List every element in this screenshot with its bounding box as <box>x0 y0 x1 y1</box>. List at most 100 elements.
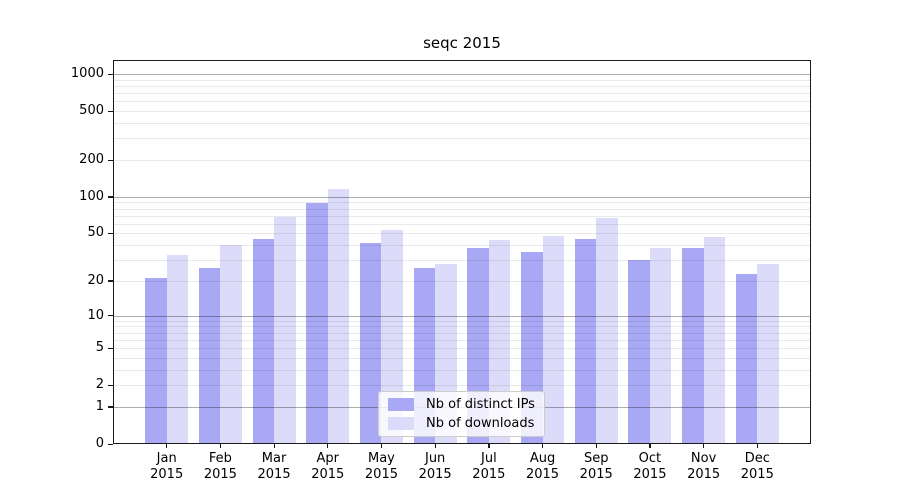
minor-gridline <box>113 223 811 225</box>
x-tick-month: Apr <box>316 451 340 466</box>
x-tick-year: 2015 <box>472 467 506 482</box>
minor-gridline <box>113 348 811 350</box>
x-tick-label: Dec 2015 <box>725 451 789 483</box>
minor-gridline <box>113 260 811 262</box>
x-tick-label: Oct 2015 <box>618 451 682 483</box>
x-tick-label: Feb 2015 <box>188 451 252 483</box>
x-tick-mark <box>649 444 651 448</box>
bar <box>574 238 597 444</box>
major-gridline <box>113 74 811 76</box>
minor-gridline <box>113 332 811 334</box>
x-tick-year: 2015 <box>364 467 398 482</box>
x-tick-year: 2015 <box>579 467 613 482</box>
bar <box>274 216 296 444</box>
x-tick-month: Sep <box>583 451 609 466</box>
bar <box>542 235 565 444</box>
bar <box>359 242 382 444</box>
minor-gridline <box>113 160 811 161</box>
x-tick-year: 2015 <box>150 467 184 482</box>
x-tick-year: 2015 <box>633 467 667 482</box>
x-tick-month: Aug <box>529 451 556 466</box>
minor-gridline <box>113 123 811 125</box>
x-tick-mark <box>542 444 544 448</box>
x-tick-year: 2015 <box>418 467 452 482</box>
y-tick-label: 10 <box>87 307 104 323</box>
x-tick-label: Nov 2015 <box>672 451 736 483</box>
minor-gridline <box>113 93 811 95</box>
x-tick-label: May 2015 <box>349 451 413 483</box>
legend-label: Nb of distinct IPs <box>426 396 535 412</box>
legend-entry-distinct-ips: Nb of distinct IPs <box>388 396 535 412</box>
bar <box>649 247 672 444</box>
y-tick-label: 100 <box>79 188 104 204</box>
minor-gridline <box>113 369 811 371</box>
x-tick-month: Jun <box>424 451 446 466</box>
x-tick-year: 2015 <box>525 467 560 482</box>
x-tick-month: Jul <box>481 451 497 466</box>
bar <box>220 245 242 444</box>
x-tick-year: 2015 <box>257 467 291 482</box>
y-tick-label: 20 <box>87 272 104 288</box>
y-tick-mark <box>108 406 113 408</box>
minor-gridline <box>113 85 811 87</box>
x-tick-label: Mar 2015 <box>242 451 306 483</box>
minor-gridline <box>113 326 811 328</box>
x-tick-mark <box>166 444 168 448</box>
legend-label: Nb of downloads <box>426 415 535 431</box>
x-tick-mark <box>273 444 275 448</box>
x-tick-month: Feb <box>208 451 232 466</box>
major-gridline <box>113 196 811 198</box>
legend-swatch-icon <box>388 417 414 430</box>
bar <box>145 278 167 444</box>
minor-gridline <box>113 339 811 341</box>
y-tick-mark <box>108 384 113 386</box>
y-tick-mark <box>108 443 113 445</box>
bar <box>735 273 758 444</box>
major-gridline <box>113 315 811 317</box>
y-tick-label: 200 <box>79 152 104 167</box>
legend-swatch-icon <box>388 398 414 411</box>
minor-gridline <box>113 215 811 217</box>
y-tick-mark <box>108 347 113 349</box>
bar <box>381 230 403 444</box>
x-tick-label: Jun 2015 <box>403 451 467 483</box>
minor-gridline <box>113 138 811 140</box>
x-tick-month: Nov <box>690 451 717 466</box>
y-tick-label: 500 <box>79 103 104 119</box>
minor-gridline <box>113 101 811 103</box>
plot-area <box>113 60 811 444</box>
x-tick-mark <box>595 444 597 448</box>
bar <box>757 263 779 444</box>
bar <box>252 238 275 444</box>
bar <box>306 203 328 444</box>
minor-gridline <box>113 357 811 359</box>
x-tick-month: Dec <box>744 451 770 466</box>
x-tick-label: Jul 2015 <box>457 451 521 483</box>
y-tick-mark <box>108 315 113 317</box>
minor-gridline <box>113 208 811 210</box>
y-tick-label: 50 <box>87 225 104 241</box>
y-tick-mark <box>108 73 113 75</box>
x-tick-mark <box>380 444 383 448</box>
x-tick-month: May <box>368 451 395 466</box>
x-tick-year: 2015 <box>203 467 237 482</box>
y-tick-label: 0 <box>95 436 104 451</box>
x-tick-mark <box>703 444 705 448</box>
y-tick-label: 1 <box>95 398 104 414</box>
y-tick-mark <box>108 196 113 198</box>
x-tick-year: 2015 <box>687 467 721 482</box>
y-tick-mark <box>108 280 113 282</box>
x-tick-mark <box>488 444 490 448</box>
x-tick-label: Jan 2015 <box>135 451 199 483</box>
y-tick-mark <box>108 159 113 161</box>
x-tick-mark <box>434 444 436 448</box>
bar <box>166 255 189 444</box>
minor-gridline <box>113 245 811 247</box>
minor-gridline <box>113 385 811 387</box>
x-tick-label: Sep 2015 <box>564 451 628 483</box>
minor-gridline <box>113 202 811 204</box>
legend-entry-downloads: Nb of downloads <box>388 415 535 431</box>
minor-gridline <box>113 233 811 235</box>
minor-gridline <box>113 320 811 322</box>
y-tick-label: 5 <box>95 340 104 356</box>
